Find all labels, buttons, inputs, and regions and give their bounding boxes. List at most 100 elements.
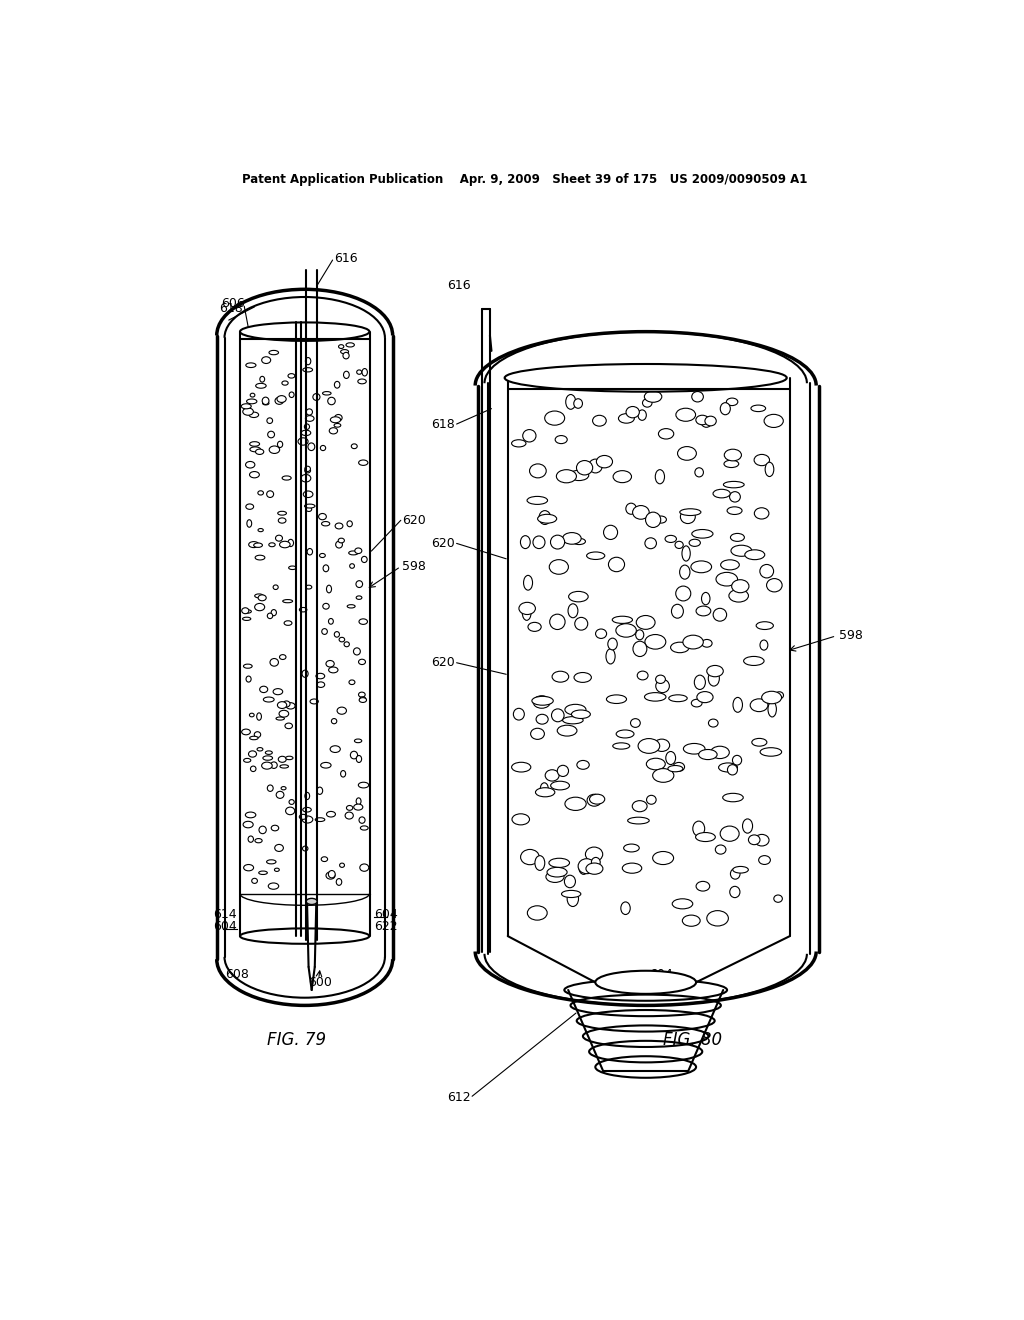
Ellipse shape [278, 441, 283, 447]
Text: 612: 612 [446, 1092, 471, 1105]
Ellipse shape [572, 539, 586, 545]
Ellipse shape [308, 444, 314, 450]
Ellipse shape [335, 414, 342, 421]
Ellipse shape [361, 556, 368, 562]
Ellipse shape [341, 350, 348, 354]
Ellipse shape [330, 746, 340, 752]
Ellipse shape [691, 700, 702, 708]
Ellipse shape [322, 628, 328, 635]
Ellipse shape [644, 693, 666, 701]
Ellipse shape [336, 541, 342, 548]
Ellipse shape [339, 638, 345, 642]
Ellipse shape [250, 442, 259, 446]
Text: 618: 618 [431, 417, 455, 430]
Ellipse shape [672, 899, 693, 909]
Ellipse shape [696, 882, 710, 891]
Ellipse shape [243, 408, 253, 416]
Ellipse shape [537, 714, 548, 725]
Ellipse shape [655, 680, 670, 693]
Ellipse shape [246, 462, 255, 469]
Ellipse shape [244, 664, 252, 668]
Ellipse shape [764, 414, 783, 428]
Ellipse shape [730, 886, 740, 898]
Ellipse shape [676, 586, 691, 601]
Ellipse shape [716, 573, 737, 586]
Ellipse shape [250, 447, 260, 451]
Ellipse shape [256, 383, 266, 388]
Ellipse shape [285, 723, 293, 729]
Ellipse shape [557, 725, 577, 737]
Ellipse shape [359, 697, 366, 701]
Text: 600: 600 [308, 975, 333, 989]
Ellipse shape [534, 696, 550, 709]
Ellipse shape [242, 729, 251, 735]
Ellipse shape [288, 374, 295, 378]
Ellipse shape [693, 821, 705, 836]
Ellipse shape [701, 593, 710, 605]
Ellipse shape [520, 850, 540, 865]
Ellipse shape [652, 768, 674, 783]
Ellipse shape [321, 445, 326, 450]
Ellipse shape [258, 528, 263, 532]
Ellipse shape [267, 612, 272, 619]
Ellipse shape [249, 412, 259, 417]
Text: 604: 604 [649, 968, 673, 981]
Ellipse shape [680, 510, 695, 524]
Ellipse shape [727, 764, 737, 775]
Ellipse shape [743, 656, 764, 665]
Ellipse shape [244, 865, 254, 871]
Ellipse shape [258, 595, 266, 601]
Ellipse shape [623, 863, 642, 874]
Ellipse shape [645, 537, 656, 549]
Ellipse shape [606, 649, 615, 664]
Ellipse shape [298, 438, 308, 445]
Ellipse shape [655, 675, 666, 684]
Ellipse shape [615, 623, 636, 638]
Ellipse shape [751, 698, 768, 711]
Ellipse shape [696, 606, 711, 616]
Ellipse shape [760, 747, 781, 756]
Ellipse shape [658, 429, 674, 440]
Ellipse shape [343, 352, 349, 359]
Ellipse shape [724, 449, 741, 461]
Ellipse shape [545, 770, 559, 781]
Ellipse shape [349, 564, 354, 569]
Ellipse shape [692, 392, 703, 403]
Ellipse shape [282, 787, 286, 789]
Ellipse shape [678, 446, 696, 461]
Ellipse shape [731, 545, 752, 556]
Ellipse shape [305, 469, 310, 473]
Ellipse shape [733, 697, 742, 713]
Ellipse shape [251, 766, 256, 772]
Ellipse shape [645, 635, 666, 649]
Ellipse shape [565, 705, 586, 715]
Ellipse shape [562, 532, 582, 544]
Ellipse shape [568, 603, 578, 618]
Ellipse shape [527, 496, 548, 504]
Ellipse shape [709, 719, 718, 727]
Ellipse shape [654, 739, 670, 751]
Ellipse shape [268, 883, 279, 890]
Ellipse shape [274, 869, 280, 871]
Ellipse shape [270, 659, 279, 667]
Ellipse shape [692, 529, 713, 539]
Ellipse shape [279, 756, 287, 763]
Ellipse shape [362, 368, 368, 376]
Ellipse shape [250, 471, 259, 478]
Ellipse shape [286, 756, 293, 760]
Ellipse shape [749, 836, 760, 845]
Ellipse shape [556, 470, 577, 483]
Ellipse shape [354, 739, 361, 743]
Ellipse shape [707, 665, 723, 677]
Ellipse shape [579, 861, 589, 874]
Ellipse shape [260, 376, 264, 381]
Ellipse shape [646, 758, 666, 770]
Ellipse shape [358, 659, 366, 664]
Ellipse shape [616, 730, 634, 738]
Ellipse shape [606, 694, 627, 704]
Ellipse shape [257, 713, 261, 721]
Ellipse shape [255, 838, 262, 842]
Ellipse shape [334, 424, 341, 428]
Text: 598: 598 [402, 560, 426, 573]
Ellipse shape [310, 700, 318, 704]
